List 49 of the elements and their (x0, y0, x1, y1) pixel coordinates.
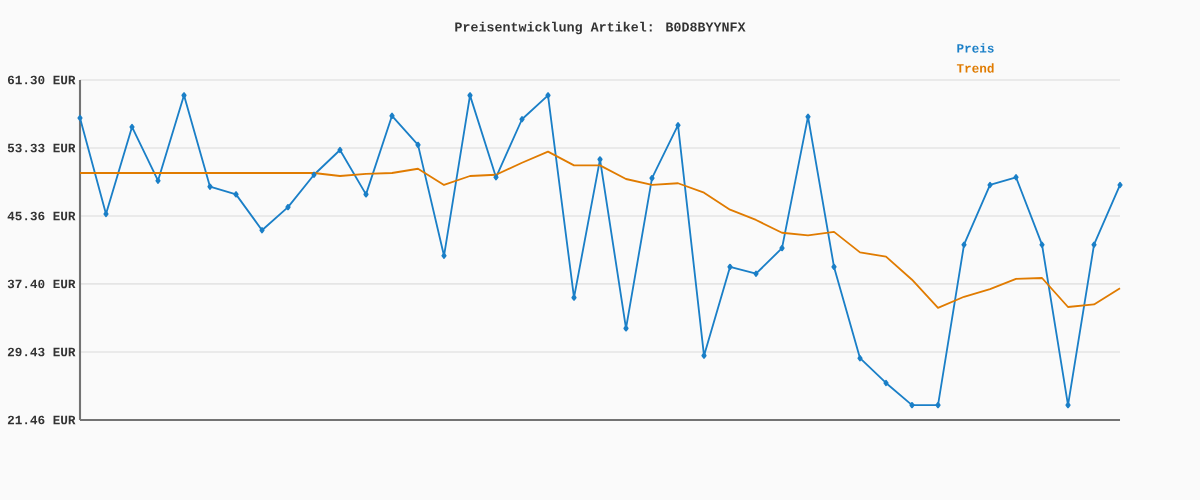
y-tick-label: 53.33 EUR (7, 143, 76, 153)
y-tick-label: 61.30 EUR (7, 75, 76, 85)
text: Preis (957, 43, 994, 53)
point (1117, 181, 1123, 189)
point (233, 191, 239, 198)
point (961, 241, 967, 248)
point (545, 92, 551, 99)
point (909, 401, 915, 409)
chart-title: Preisentwicklung Artikel: B0D8BYYNFX (455, 21, 746, 35)
y-tick-label: 45.36 EUR (7, 211, 76, 221)
point (675, 122, 681, 129)
point (259, 227, 265, 234)
point (181, 92, 187, 99)
point (129, 123, 135, 131)
point (753, 270, 759, 277)
point (571, 294, 577, 301)
point (363, 191, 369, 198)
point (337, 146, 343, 154)
point (727, 263, 733, 271)
point (493, 174, 499, 181)
y-tick-label: 21.46 EUR (7, 415, 76, 425)
point (77, 114, 83, 122)
point (701, 352, 707, 359)
point (623, 325, 629, 332)
point (883, 379, 889, 387)
point (1013, 174, 1019, 181)
point (519, 116, 525, 123)
point (935, 401, 941, 409)
point (441, 252, 447, 259)
point (207, 183, 213, 190)
point (1039, 241, 1045, 248)
point (311, 171, 317, 178)
point (987, 181, 993, 189)
point (1091, 241, 1097, 248)
point (285, 203, 291, 211)
point (415, 141, 421, 149)
point (831, 263, 837, 271)
text: Trend (956, 63, 994, 73)
point (649, 174, 655, 182)
point (155, 177, 161, 184)
point (805, 113, 811, 120)
point (1065, 401, 1071, 409)
point (597, 156, 603, 163)
point (857, 355, 863, 362)
y-tick-label: 37.40 EUR (7, 279, 76, 289)
point (389, 112, 395, 119)
point (467, 92, 473, 99)
point (779, 244, 785, 252)
y-tick-label: 29.43 EUR (7, 347, 76, 357)
